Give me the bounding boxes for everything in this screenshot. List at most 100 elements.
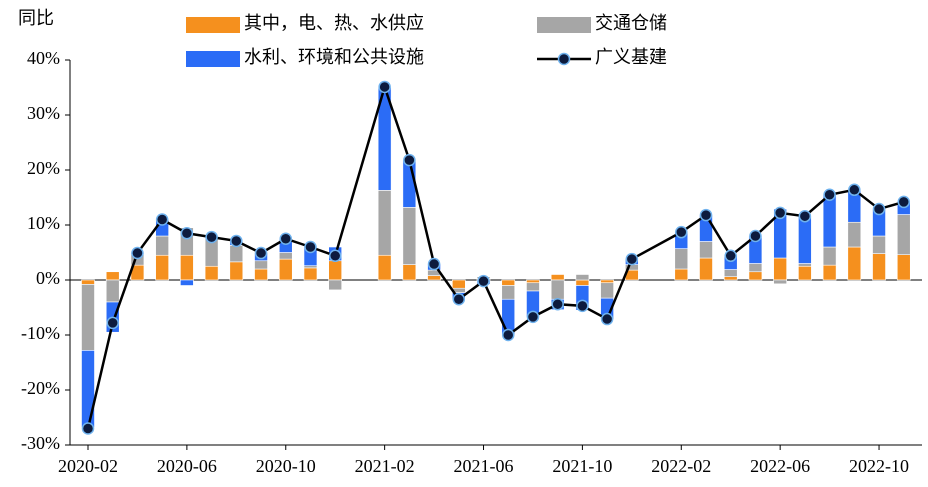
- line-marker: [699, 208, 713, 222]
- line-marker: [155, 213, 169, 226]
- x-tick-label: 2021-10: [552, 456, 612, 476]
- x-tick-label: 2020-10: [256, 456, 316, 476]
- bar-segment: [723, 269, 738, 277]
- bar-segment: [377, 190, 392, 256]
- line-marker: [81, 422, 95, 435]
- line-marker: [477, 274, 490, 288]
- line-marker: [798, 209, 812, 223]
- bar-segment: [575, 279, 590, 286]
- bar-segment: [822, 246, 837, 266]
- bar-segment: [847, 221, 862, 248]
- line-marker: [403, 153, 416, 167]
- bar-segment: [872, 253, 886, 281]
- bar-segment: [229, 245, 244, 263]
- bar-segment: [748, 263, 763, 273]
- bar-segment: [798, 265, 812, 281]
- y-tick-label: 0%: [36, 268, 60, 288]
- line-marker: [724, 249, 737, 263]
- bar-segment: [303, 265, 318, 269]
- line-marker: [328, 249, 342, 263]
- bar-segment: [526, 279, 540, 284]
- bar-segment: [427, 275, 441, 281]
- line-marker: [625, 252, 639, 266]
- bar-segment: [550, 274, 565, 281]
- y-tick-label: -30%: [21, 433, 60, 453]
- bar-segment: [723, 276, 738, 281]
- y-axis-title: 同比: [18, 8, 54, 28]
- x-tick-label: 2020-02: [58, 456, 118, 476]
- bar-segment: [328, 260, 343, 281]
- bar-segment: [278, 258, 293, 281]
- bar-segment: [773, 279, 787, 285]
- bar-segment: [896, 254, 911, 281]
- line-marker: [279, 232, 293, 245]
- bar-segment: [501, 285, 516, 300]
- line-marker: [254, 246, 268, 260]
- legend-marker: [557, 52, 571, 66]
- bar-segment: [872, 235, 886, 254]
- bar-segment: [822, 194, 837, 248]
- bar-segment: [699, 257, 713, 281]
- line-marker: [180, 227, 194, 240]
- bar-segment: [798, 263, 812, 267]
- bar-segment: [550, 279, 565, 300]
- legend-label: 其中，电、热、水供应: [244, 13, 424, 33]
- x-tick-label: 2022-10: [849, 456, 909, 476]
- bar-segment: [822, 264, 837, 281]
- bar-segment: [204, 265, 219, 281]
- line-marker: [452, 293, 466, 306]
- line-marker: [773, 206, 787, 220]
- bar-segment: [402, 207, 417, 265]
- bar-segment: [278, 252, 293, 260]
- legend-swatch: [186, 17, 240, 33]
- line-marker: [551, 297, 564, 311]
- bar-segment: [847, 246, 862, 281]
- bar-segment: [81, 279, 95, 285]
- bar-segment: [105, 279, 120, 303]
- bar-segment: [377, 254, 392, 281]
- line-marker: [427, 257, 441, 271]
- line-marker: [205, 230, 218, 244]
- bar-segment: [155, 254, 169, 281]
- x-tick-label: 2022-02: [651, 456, 711, 476]
- bar-segment: [896, 214, 911, 256]
- bar-segment: [254, 268, 268, 281]
- bar-segment: [798, 215, 812, 264]
- line-marker: [823, 188, 836, 201]
- bar-segment: [254, 260, 268, 270]
- bar-segment: [600, 279, 614, 284]
- x-tick-label: 2021-06: [454, 456, 514, 476]
- line-marker: [675, 225, 688, 239]
- legend-swatch: [186, 51, 240, 67]
- bar-segment: [81, 350, 95, 428]
- bar-segment: [526, 282, 540, 292]
- bar-segment: [501, 279, 516, 286]
- legend-label: 交通仓储: [595, 13, 667, 33]
- bar-segment: [748, 271, 763, 281]
- line-marker: [230, 234, 243, 248]
- y-tick-label: 40%: [27, 48, 60, 68]
- legend-label: 广义基建: [595, 47, 667, 67]
- y-tick-label: 30%: [27, 103, 60, 123]
- line-marker: [576, 299, 589, 313]
- bar-segment: [229, 261, 244, 281]
- bar-segment: [180, 279, 194, 286]
- x-tick-label: 2021-02: [355, 456, 415, 476]
- bar-segment: [451, 279, 466, 289]
- line-marker: [848, 183, 861, 197]
- y-tick-label: -10%: [21, 323, 60, 343]
- x-tick-label: 2020-06: [157, 456, 217, 476]
- line-marker: [600, 312, 614, 326]
- y-tick-label: 20%: [27, 158, 60, 178]
- line-marker: [526, 310, 540, 324]
- bar-segment: [155, 235, 169, 256]
- bar-segment: [674, 268, 689, 281]
- line-marker: [378, 80, 391, 94]
- y-tick-label: 10%: [27, 213, 60, 233]
- bar-segment: [674, 248, 689, 270]
- bar-segment: [699, 241, 713, 259]
- legend-swatch: [537, 17, 591, 33]
- line-marker: [304, 240, 317, 254]
- legend-label: 水利、环境和公共设施: [244, 47, 424, 67]
